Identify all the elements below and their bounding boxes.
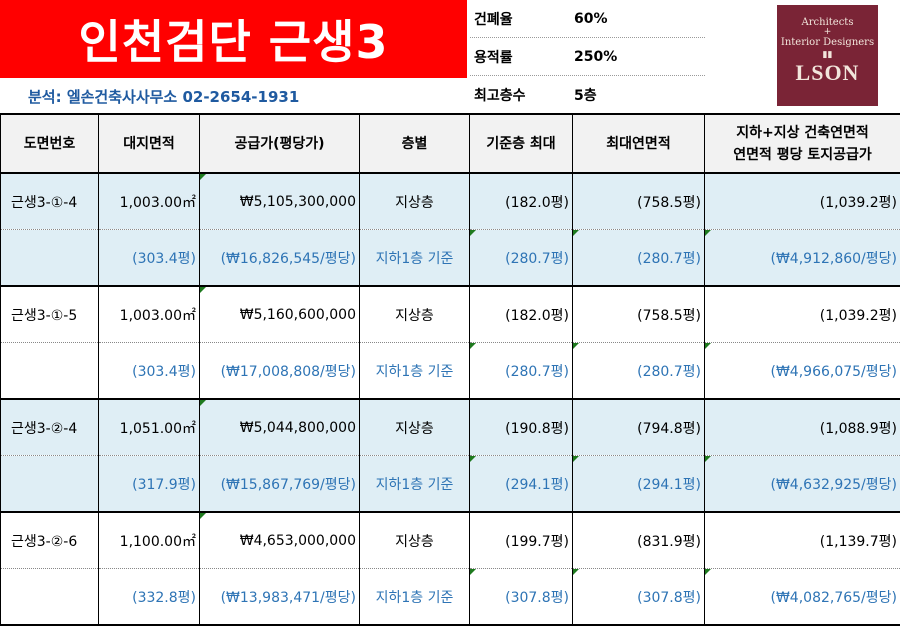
column-header: 최대연면적 [573,114,705,173]
company-logo: Architects + Interior Designers ▮▮ LSON [777,5,878,106]
floor-type: 지상층 [360,173,470,230]
table-row: 근생3-②-6 1,100.00㎡ ₩4,653,000,000 지상층 (19… [1,512,900,569]
max-floor-area: (831.9평) [573,512,705,569]
lot-id-empty [1,230,99,287]
logo-text-plus: + [777,28,878,37]
table-row: (317.9평) (₩15,867,769/평당) 지하1층 기준 (294.1… [1,456,900,513]
basement-base-area: (307.8평) [470,569,573,626]
land-area: 1,051.00㎡ [99,399,200,456]
land-area: 1,100.00㎡ [99,512,200,569]
spec-list: 건폐율 60% 용적률 250% 최고층수 5층 [470,0,705,113]
spec-value: 60% [574,11,705,27]
spec-row: 건폐율 60% [470,0,705,38]
supply-price: ₩4,653,000,000 [200,512,360,569]
total-floor-area: (1,039.2평) [705,173,900,230]
lot-id-empty [1,343,99,400]
table-row: (303.4평) (₩17,008,808/평당) 지하1층 기준 (280.7… [1,343,900,400]
basement-max-area: (280.7평) [573,343,705,400]
price-per-pyeong: (₩15,867,769/평당) [200,456,360,513]
land-price-per-pyeong: (₩4,082,765/평당) [705,569,900,626]
floor-type: 지상층 [360,512,470,569]
floor-type: 지상층 [360,399,470,456]
column-header: 도면번호 [1,114,99,173]
basement-max-area: (294.1평) [573,456,705,513]
spec-label: 건폐율 [470,9,574,29]
base-floor-max: (182.0평) [470,173,573,230]
table-row: (332.8평) (₩13,983,471/평당) 지하1층 기준 (307.8… [1,569,900,626]
price-per-pyeong: (₩13,983,471/평당) [200,569,360,626]
lot-id: 근생3-②-6 [1,512,99,569]
basement-label: 지하1층 기준 [360,569,470,626]
column-header: 공급가(평당가) [200,114,360,173]
max-floor-area: (758.5평) [573,286,705,343]
land-area-pyeong: (317.9평) [99,456,200,513]
supply-price: ₩5,105,300,000 [200,173,360,230]
price-per-pyeong: (₩16,826,545/평당) [200,230,360,287]
base-floor-max: (190.8평) [470,399,573,456]
logo-text-interior: Interior Designers [777,37,878,48]
analysis-credit: 분석: 엘손건축사사무소 02-2654-1931 [28,86,299,107]
column-header: 지하+지상 건축연면적 연면적 평당 토지공급가 [705,114,900,173]
column-header: 대지면적 [99,114,200,173]
basement-base-area: (280.7평) [470,230,573,287]
supply-price: ₩5,160,600,000 [200,286,360,343]
table-row: 근생3-②-4 1,051.00㎡ ₩5,044,800,000 지상층 (19… [1,399,900,456]
max-floor-area: (794.8평) [573,399,705,456]
floor-type: 지상층 [360,286,470,343]
price-per-pyeong: (₩17,008,808/평당) [200,343,360,400]
lot-id: 근생3-①-5 [1,286,99,343]
total-floor-area: (1,139.7평) [705,512,900,569]
table-header-row: 도면번호 대지면적 공급가(평당가) 층별 기준층 최대 최대연면적 지하+지상… [1,114,900,173]
land-price-per-pyeong: (₩4,966,075/평당) [705,343,900,400]
lot-id-empty [1,456,99,513]
table-row: 근생3-①-5 1,003.00㎡ ₩5,160,600,000 지상층 (18… [1,286,900,343]
land-area-pyeong: (303.4평) [99,343,200,400]
lot-id: 근생3-②-4 [1,399,99,456]
land-area-pyeong: (303.4평) [99,230,200,287]
land-price-per-pyeong: (₩4,632,925/평당) [705,456,900,513]
base-floor-max: (199.7평) [470,512,573,569]
land-area: 1,003.00㎡ [99,173,200,230]
spec-row: 용적률 250% [470,38,705,76]
column-header: 층별 [360,114,470,173]
basement-label: 지하1층 기준 [360,230,470,287]
basement-base-area: (280.7평) [470,343,573,400]
logo-mark-icon: ▮▮ [777,50,878,60]
basement-base-area: (294.1평) [470,456,573,513]
table-row: 근생3-①-4 1,003.00㎡ ₩5,105,300,000 지상층 (18… [1,173,900,230]
basement-label: 지하1층 기준 [360,343,470,400]
land-price-per-pyeong: (₩4,912,860/평당) [705,230,900,287]
spec-label: 용적률 [470,47,574,67]
base-floor-max: (182.0평) [470,286,573,343]
lot-price-table: 도면번호 대지면적 공급가(평당가) 층별 기준층 최대 최대연면적 지하+지상… [0,113,900,626]
logo-brand: LSON [777,60,878,86]
supply-price: ₩5,044,800,000 [200,399,360,456]
table-row: (303.4평) (₩16,826,545/평당) 지하1층 기준 (280.7… [1,230,900,287]
total-floor-area: (1,088.9평) [705,399,900,456]
lot-id: 근생3-①-4 [1,173,99,230]
basement-label: 지하1층 기준 [360,456,470,513]
basement-max-area: (307.8평) [573,569,705,626]
spec-label: 최고층수 [470,85,574,105]
land-area: 1,003.00㎡ [99,286,200,343]
spec-value: 5층 [574,85,705,105]
land-area-pyeong: (332.8평) [99,569,200,626]
spec-row: 최고층수 5층 [470,76,705,113]
max-floor-area: (758.5평) [573,173,705,230]
page-title: 인천검단 근생3 [0,0,467,78]
basement-max-area: (280.7평) [573,230,705,287]
column-header: 기준층 최대 [470,114,573,173]
spec-value: 250% [574,49,705,65]
lot-id-empty [1,569,99,626]
total-floor-area: (1,039.2평) [705,286,900,343]
